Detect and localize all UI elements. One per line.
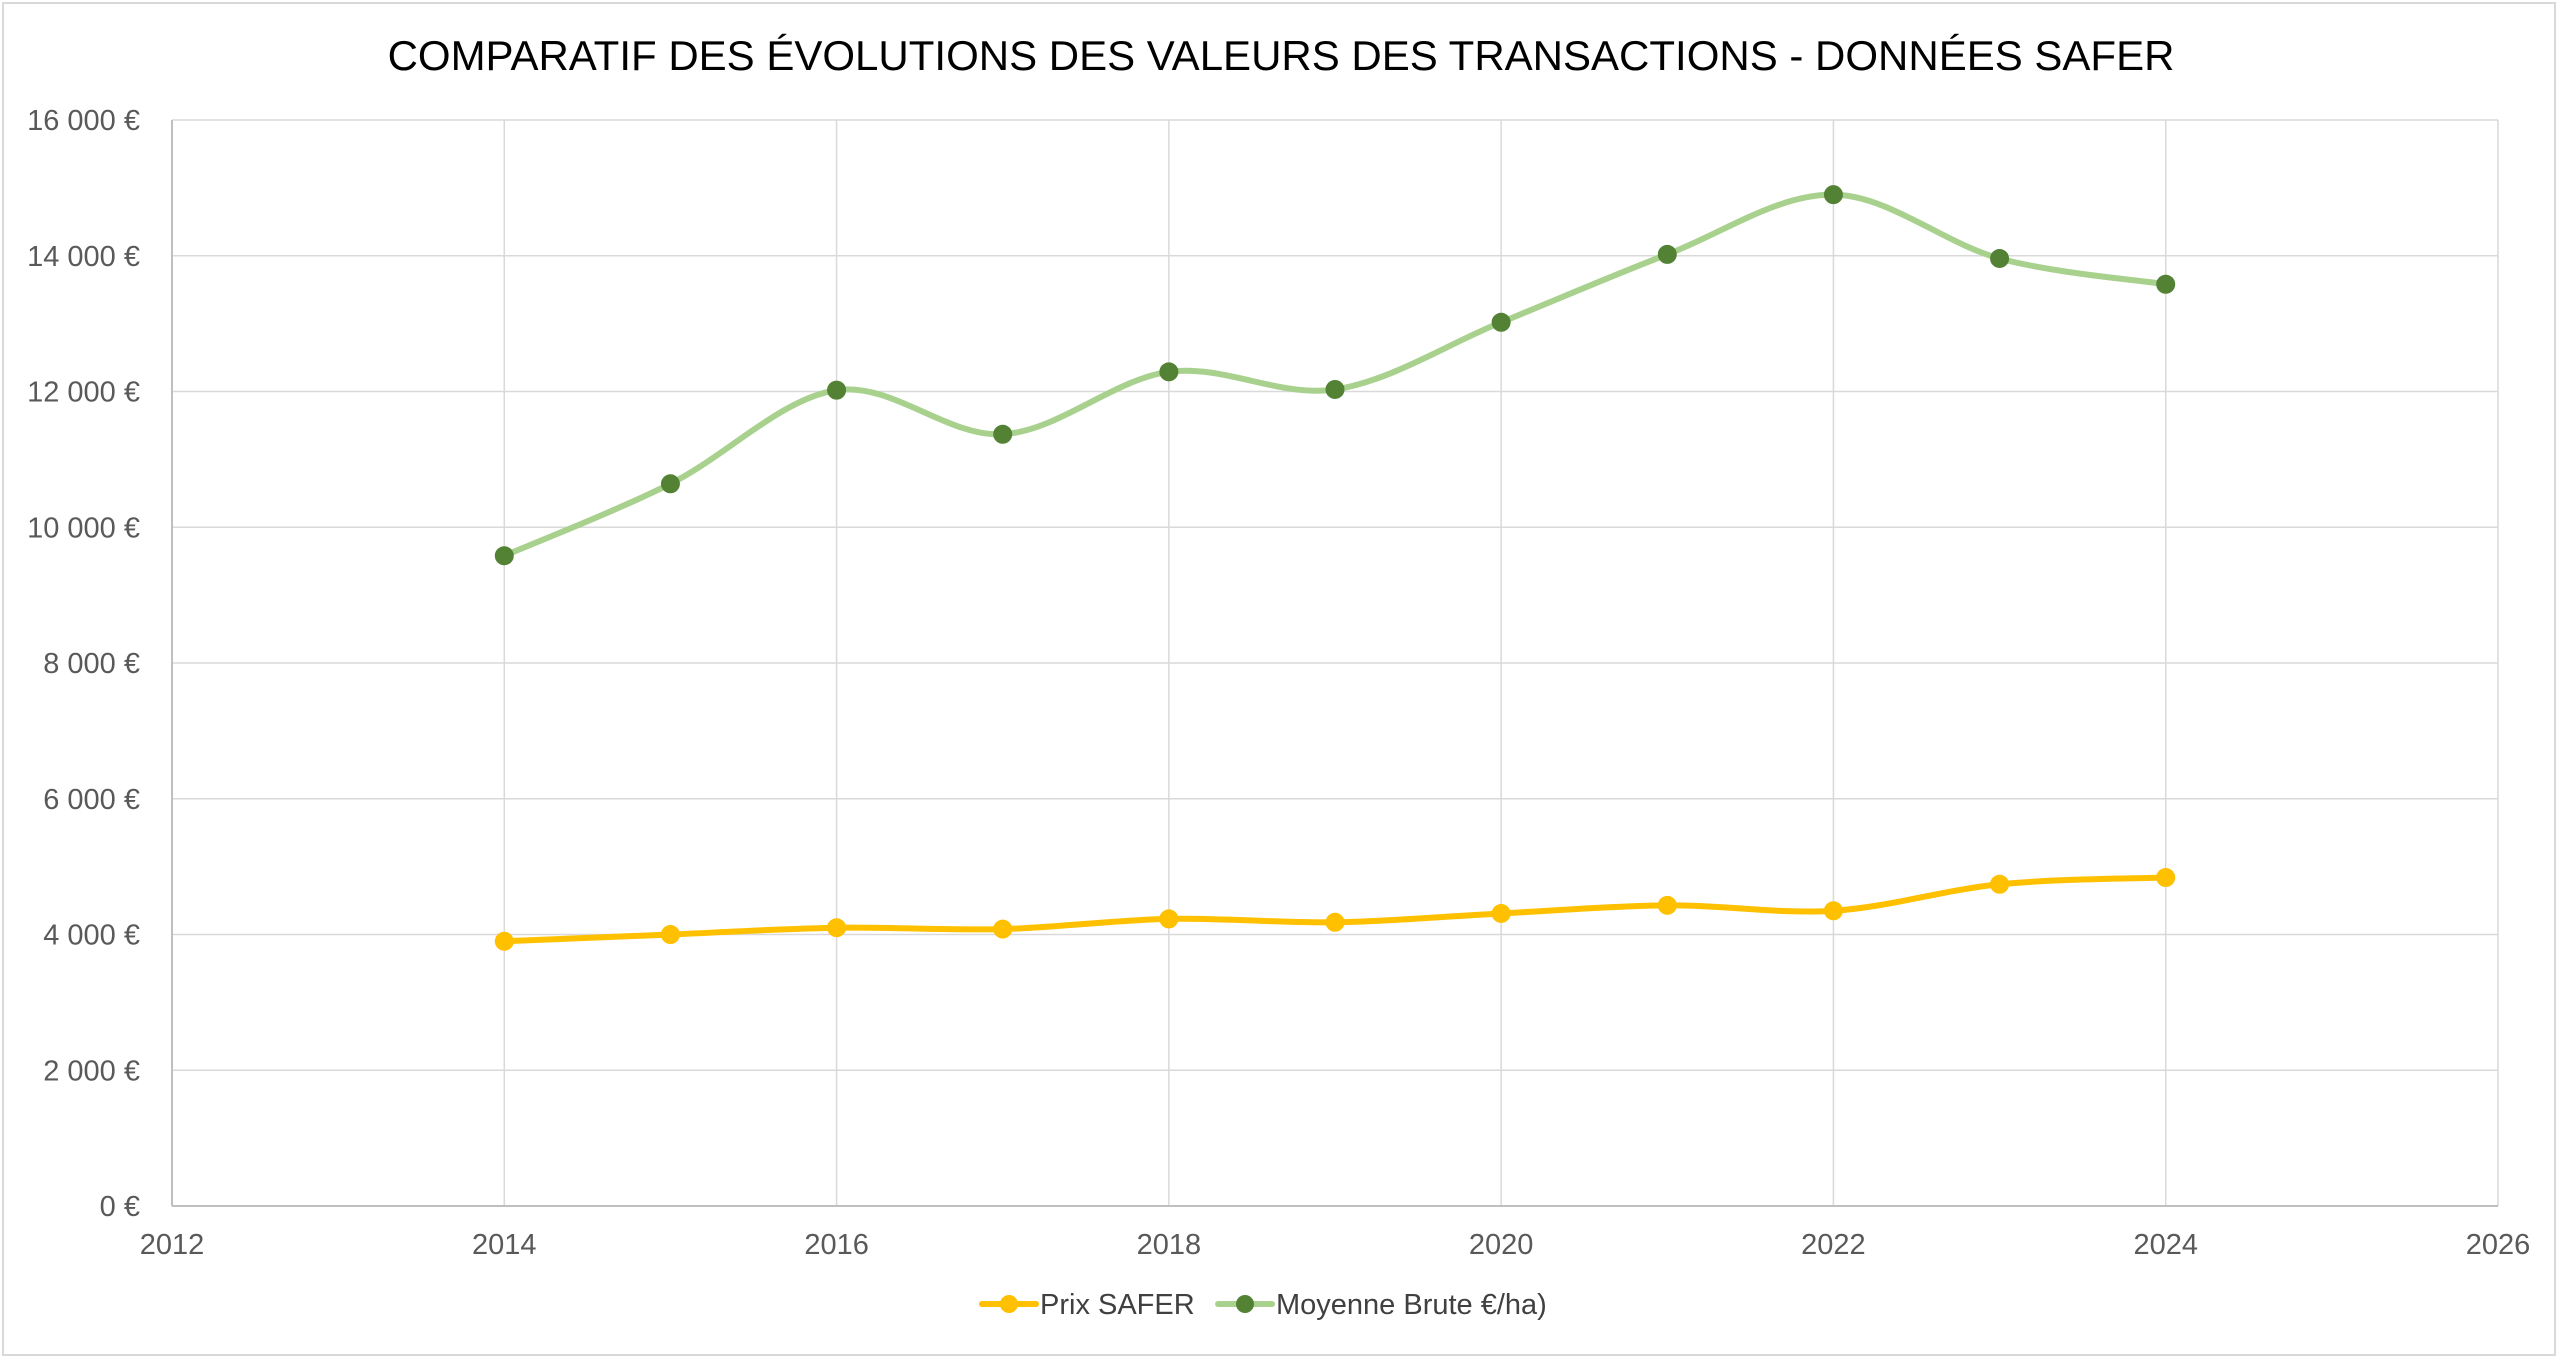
data-point[interactable] (660, 474, 680, 494)
x-tick-label: 2026 (2466, 1229, 2531, 1261)
data-point[interactable] (1325, 912, 1345, 932)
y-tick-label: 8 000 € (43, 648, 140, 680)
chart-title: COMPARATIF DES ÉVOLUTIONS DES VALEURS DE… (388, 32, 2175, 79)
y-tick-label: 2 000 € (43, 1055, 140, 1087)
data-point[interactable] (2156, 274, 2176, 294)
data-point[interactable] (1657, 244, 1677, 264)
x-tick-label: 2012 (140, 1229, 205, 1261)
series-2 (494, 185, 2176, 566)
legend-label: Prix SAFER (1040, 1289, 1195, 1321)
x-tick-label: 2018 (1137, 1229, 1202, 1261)
data-point[interactable] (1491, 903, 1511, 923)
data-point[interactable] (660, 925, 680, 944)
plot-area (494, 185, 2176, 951)
axes: 0 € 2 000 € 4 000 € 6 000 € 8 000 € 10 000 € 1… (27, 105, 2530, 1261)
data-point[interactable] (1159, 362, 1179, 382)
y-tick-label: 14 000 € (27, 241, 140, 273)
x-tick-label: 2022 (1801, 1229, 1866, 1261)
data-point[interactable] (827, 380, 847, 400)
y-tick-label: 10 000 € (27, 512, 140, 544)
legend-marker-swatch (1236, 1295, 1254, 1313)
line-chart: COMPARATIF DES ÉVOLUTIONS DES VALEURS DE… (27, 32, 2530, 1321)
data-point[interactable] (1823, 185, 1843, 205)
grid (171, 119, 2499, 1207)
legend-item-2[interactable]: Moyenne Brute €/ha) (1215, 1289, 1547, 1321)
y-tick-label: 0 € (100, 1191, 140, 1223)
data-point[interactable] (1325, 379, 1345, 399)
legend-item-1[interactable]: Prix SAFER (979, 1289, 1195, 1321)
legend-label: Moyenne Brute €/ha) (1276, 1289, 1547, 1321)
data-point[interactable] (993, 424, 1013, 444)
data-point[interactable] (2156, 867, 2176, 887)
legend: Prix SAFER Moyenne Brute €/ha) (979, 1289, 1547, 1321)
data-point[interactable] (1491, 312, 1511, 332)
data-point[interactable] (993, 919, 1013, 939)
legend-marker-swatch (1000, 1295, 1018, 1313)
data-point[interactable] (1823, 901, 1843, 921)
data-point[interactable] (1990, 248, 2010, 268)
series-1 (494, 867, 2176, 951)
x-tick-label: 2020 (1469, 1229, 1534, 1261)
data-point[interactable] (827, 918, 847, 938)
data-point[interactable] (494, 546, 514, 566)
y-tick-label: 6 000 € (43, 784, 140, 816)
x-tick-label: 2014 (472, 1229, 537, 1261)
y-tick-label: 4 000 € (43, 920, 140, 952)
data-point[interactable] (1657, 895, 1677, 915)
series-line (501, 191, 2169, 559)
data-point[interactable] (1159, 909, 1179, 929)
x-tick-label: 2016 (804, 1229, 869, 1261)
y-tick-label: 12 000 € (27, 377, 140, 409)
y-tick-label: 16 000 € (27, 105, 140, 137)
x-tick-label: 2024 (2133, 1229, 2198, 1261)
data-point[interactable] (494, 931, 514, 951)
data-point[interactable] (1990, 874, 2010, 894)
